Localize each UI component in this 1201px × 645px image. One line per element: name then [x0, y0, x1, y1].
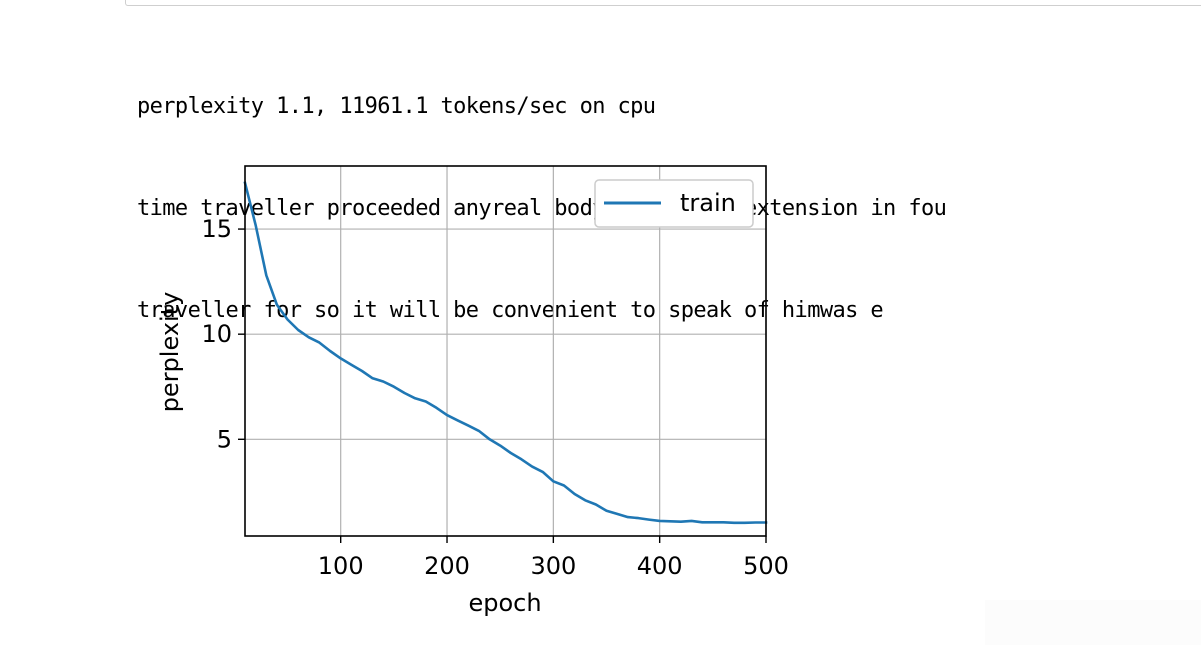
x-tick-label-100: 100	[318, 552, 364, 580]
legend: train	[594, 179, 754, 228]
y-tick-label-5: 5	[217, 425, 232, 453]
x-tick-label-300: 300	[530, 552, 576, 580]
y-tick-label-15: 15	[201, 215, 232, 243]
perplexity-line: perplexity 1.1, 11961.1 tokens/sec on cp…	[137, 94, 656, 119]
x-axis-label: epoch	[468, 589, 541, 617]
legend-label-train: train	[680, 189, 736, 217]
x-tick-label-400: 400	[637, 552, 683, 580]
legend-box	[594, 179, 754, 228]
cell-border	[125, 0, 1201, 6]
background-fade	[985, 600, 1201, 645]
y-tick-label-10: 10	[201, 320, 232, 348]
series-line-train	[243, 181, 768, 525]
ticks: 100 200 300 400 500 5 10 15	[201, 215, 788, 580]
x-tick-label-200: 200	[424, 552, 470, 580]
axes	[244, 165, 767, 537]
y-axis-label: perplexity	[156, 292, 184, 413]
plot-frame	[244, 165, 767, 537]
series-layer	[243, 181, 768, 525]
sample-prediction-2: traveller for so it will be convenient t…	[137, 298, 884, 323]
x-tick-label-500: 500	[743, 552, 789, 580]
